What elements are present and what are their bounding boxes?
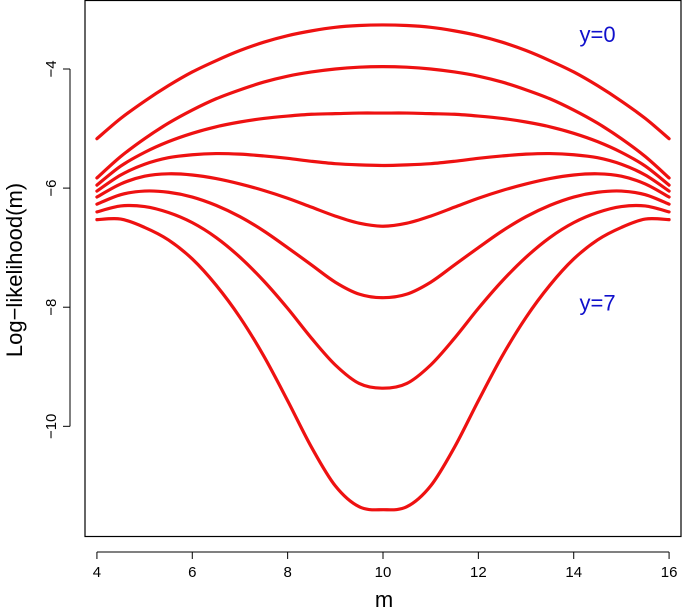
x-tick-label-3: 10	[375, 564, 392, 581]
plot-frame	[84, 0, 682, 538]
x-tick-label-2: 8	[283, 564, 291, 581]
annotation-1: y=7	[580, 291, 616, 316]
series-line-6	[95, 203, 671, 390]
x-tick-label-0: 4	[93, 564, 101, 581]
series-line-3	[95, 151, 671, 193]
series-line-7	[95, 217, 671, 512]
series-layer	[95, 23, 671, 512]
x-tick-label-6: 16	[661, 564, 678, 581]
x-tick-label-4: 12	[470, 564, 487, 581]
y-tick-label-2: −6	[43, 180, 60, 197]
y-tick-label-1: −8	[43, 299, 60, 316]
series-line-1	[95, 65, 671, 180]
series-line-2	[95, 111, 671, 187]
x-tick-label-5: 14	[565, 564, 582, 581]
series-line-0	[95, 23, 671, 141]
y-tick-label-3: −4	[43, 60, 60, 77]
annotation-0: y=0	[580, 22, 616, 47]
y-axis-title: Log−likelihood(m)	[2, 183, 27, 357]
annotation-layer: y=0 y=7	[580, 22, 616, 316]
axis-layer: 4 6 8 10 12 14 16 −10 −8 −6 −4	[43, 60, 677, 581]
x-tick-label-1: 6	[188, 564, 196, 581]
series-line-4	[95, 172, 671, 228]
x-axis-title: m	[375, 587, 393, 612]
series-line-5	[95, 189, 671, 300]
y-tick-label-0: −10	[43, 414, 60, 439]
